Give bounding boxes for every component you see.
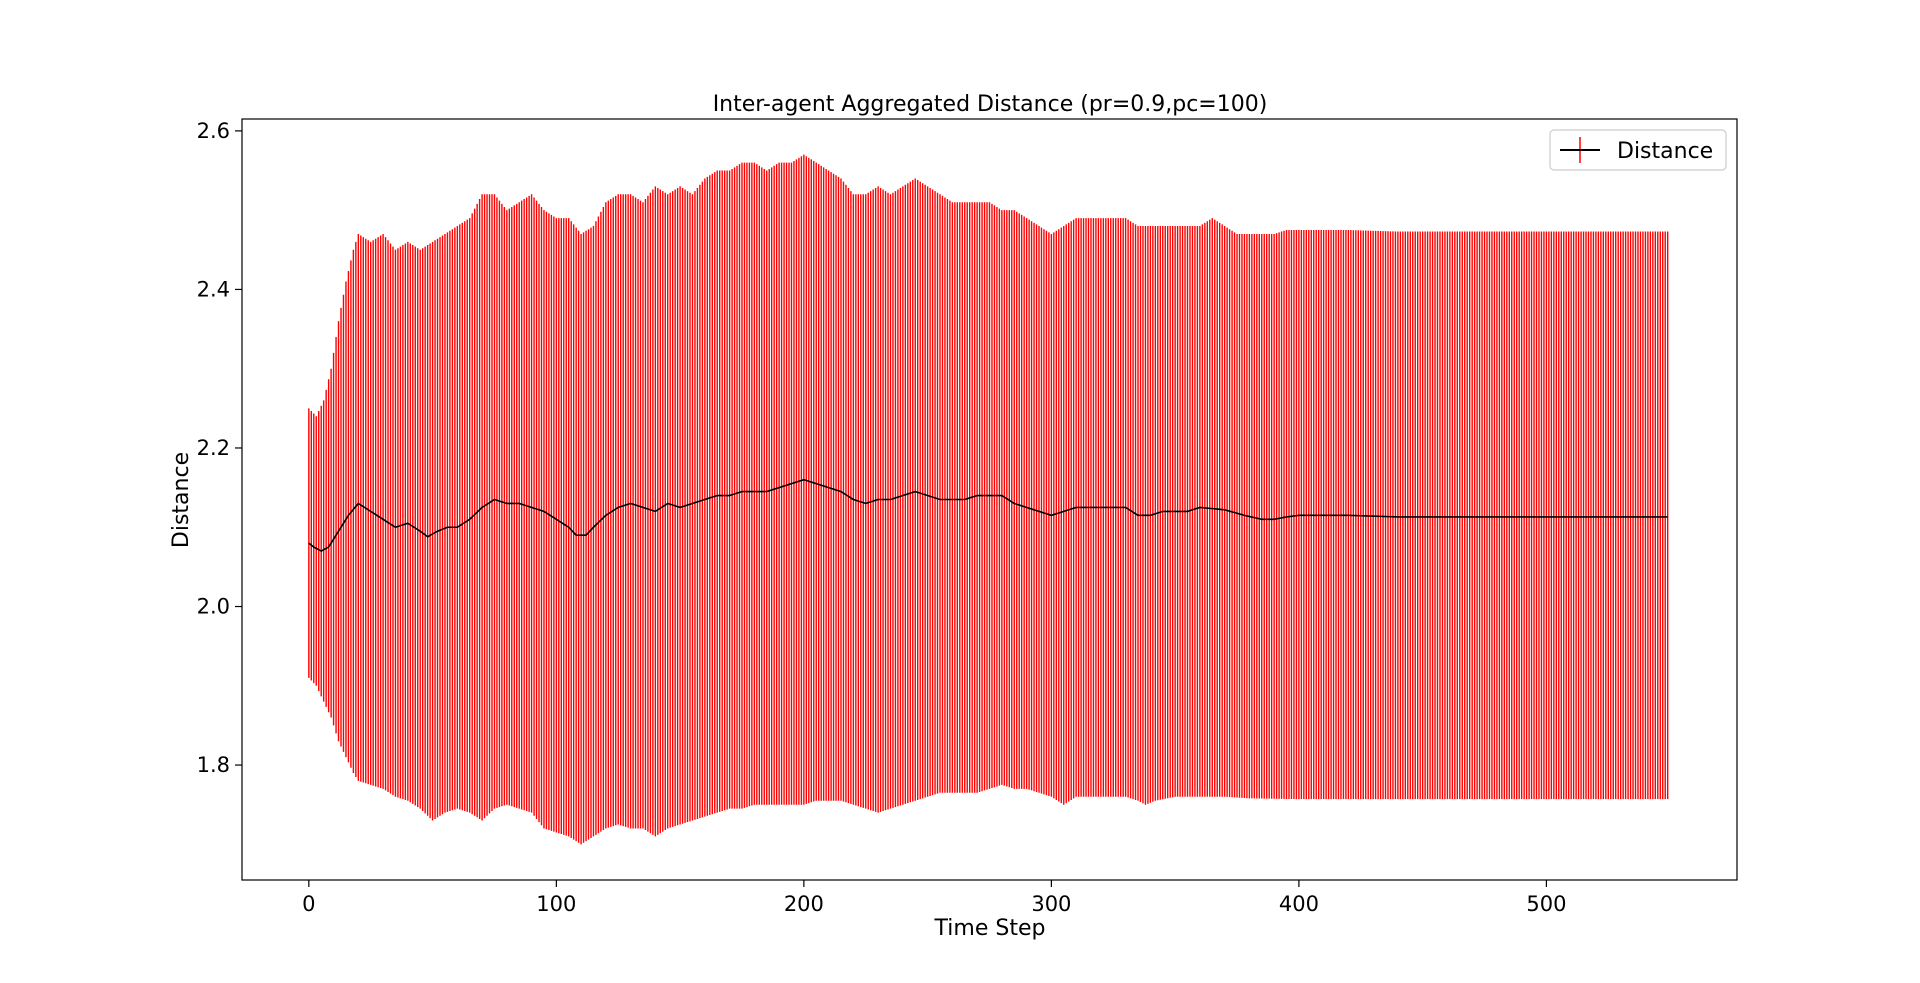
plot-area-frame <box>241 118 1738 881</box>
y-tick-label: 2.4 <box>197 277 230 301</box>
legend-box <box>1549 129 1727 171</box>
x-axis-title: Time Step <box>934 916 1046 941</box>
y-tick-label: 2.2 <box>197 436 230 460</box>
chart-title: Inter-agent Aggregated Distance (pr=0.9,… <box>713 92 1268 117</box>
y-axis: 1.8 2.0 2.2 2.4 2.6 <box>197 119 242 777</box>
plot-marks <box>308 154 1669 845</box>
y-tick-label: 1.8 <box>197 753 230 777</box>
x-tick-label: 500 <box>1526 892 1566 916</box>
x-tick-label: 400 <box>1279 892 1319 916</box>
legend-label-distance: Distance <box>1617 139 1713 164</box>
x-axis: 0 100 200 300 400 500 <box>302 880 1566 916</box>
x-tick-label: 300 <box>1031 892 1071 916</box>
legend: Distance <box>1549 129 1727 171</box>
x-tick-label: 200 <box>784 892 824 916</box>
y-tick-label: 2.6 <box>197 119 230 143</box>
x-tick-label: 0 <box>302 892 315 916</box>
y-axis-title: Distance <box>169 452 194 548</box>
series-line-distance <box>308 478 1668 552</box>
y-tick-label: 2.0 <box>197 595 230 619</box>
x-tick-label: 100 <box>536 892 576 916</box>
